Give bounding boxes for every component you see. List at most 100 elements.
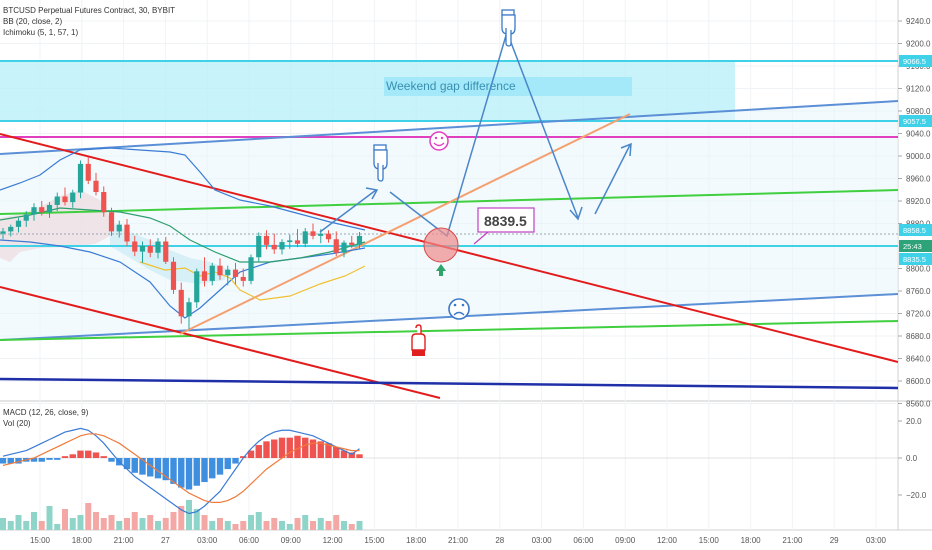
volume-bar xyxy=(178,506,185,530)
candle-body xyxy=(325,233,332,240)
volume-bar xyxy=(62,509,68,530)
time-tick-label: 15:00 xyxy=(30,536,51,545)
volume-bar xyxy=(38,521,45,530)
candle-body xyxy=(256,235,262,258)
volume-bar xyxy=(232,524,239,530)
time-tick-label: 03:00 xyxy=(866,536,887,545)
price-tag-label: 25:43 xyxy=(903,242,922,251)
time-axis[interactable]: 15:00 18:00 21:00 27 03:00 06:00 09:00 12:00 15:… xyxy=(30,536,887,545)
volume-bar xyxy=(108,515,115,530)
candle-body xyxy=(70,192,76,203)
candle-body xyxy=(85,163,91,181)
macd-hist-bar xyxy=(271,439,278,458)
bb-legend[interactable]: BB (20, close, 2) xyxy=(3,17,62,26)
time-tick-label: 03:00 xyxy=(532,536,553,545)
price-tick-label: 8560.0 xyxy=(906,400,931,409)
volume-series xyxy=(0,500,363,530)
trendline-blue-lower xyxy=(0,293,898,341)
macd-hist-bar xyxy=(154,458,162,479)
time-tick-label: 12:00 xyxy=(657,536,678,545)
price-callout-box xyxy=(477,207,535,233)
hand-pointer-down-top-icon xyxy=(501,9,516,47)
macd-hist-bar xyxy=(185,458,193,490)
macd-hist-bar xyxy=(108,458,115,462)
macd-tick-label: −20.0 xyxy=(906,491,927,500)
macd-hist-bar xyxy=(100,456,107,458)
price-axis[interactable]: 9240.09200.09160.09120.09080.09040.09000… xyxy=(898,17,931,409)
macd-hist-bar xyxy=(46,458,53,460)
macd-hist-bar xyxy=(209,458,216,479)
candle-body xyxy=(77,163,84,193)
price-tick-label: 9080.0 xyxy=(906,107,931,116)
macd-hist-bar xyxy=(216,458,224,475)
macd-hist-bar xyxy=(69,454,76,458)
volume-bar xyxy=(310,521,316,530)
ichimoku-legend[interactable]: Ichimoku (5, 1, 57, 1) xyxy=(3,28,78,37)
macd-signal-line xyxy=(2,433,360,503)
price-tick-label: 8720.0 xyxy=(906,310,931,319)
price-tick-label: 8920.0 xyxy=(906,197,931,206)
price-callout-pointer xyxy=(473,231,489,245)
time-tick-label: 21:00 xyxy=(448,536,469,545)
macd-hist-bar xyxy=(15,458,22,464)
macd-hist-bar xyxy=(286,437,293,458)
sad-face-icon xyxy=(448,298,470,320)
volume-bar xyxy=(124,518,130,530)
volume-bar xyxy=(224,521,231,530)
candle-body xyxy=(201,271,208,281)
macd-hist-bar xyxy=(193,458,200,486)
candle-body xyxy=(46,204,53,213)
macd-hist-bar xyxy=(317,441,324,458)
price-tick-label: 8640.0 xyxy=(906,355,931,364)
volume-bar xyxy=(217,518,223,530)
macd-hist-bar xyxy=(30,458,38,462)
candle-body xyxy=(54,196,60,205)
volume-legend[interactable]: Vol (20) xyxy=(3,419,31,428)
macd-histogram xyxy=(0,435,363,490)
volume-bar xyxy=(317,518,324,530)
price-tick-label: 9120.0 xyxy=(906,85,931,94)
symbol-legend[interactable]: BTCUSD Perpetual Futures Contract, 30, B… xyxy=(3,6,175,15)
volume-bar xyxy=(54,524,61,530)
candle-body xyxy=(294,240,301,244)
time-tick-label: 06:00 xyxy=(573,536,594,545)
trendline-navy xyxy=(0,377,898,390)
candle-body xyxy=(333,239,339,253)
volume-bar xyxy=(116,521,123,530)
candle-body xyxy=(310,231,316,236)
price-tag-label: 9066.5 xyxy=(903,57,926,66)
time-tick-label: 21:00 xyxy=(114,536,135,545)
time-tick-label: 09:00 xyxy=(615,536,636,545)
volume-bar xyxy=(286,524,293,530)
macd-hist-bar xyxy=(201,458,208,483)
candlestick-series xyxy=(0,157,363,330)
happy-face-icon xyxy=(429,131,449,151)
volume-bar xyxy=(348,524,355,530)
trendline-blue-upper xyxy=(0,100,898,155)
macd-hist-bar xyxy=(340,450,348,458)
volume-bar xyxy=(201,515,208,530)
volume-bar xyxy=(271,518,278,530)
candle-body xyxy=(8,226,14,232)
volume-bar xyxy=(100,518,107,530)
volume-bar xyxy=(279,521,285,530)
time-tick-label: 15:00 xyxy=(364,536,385,545)
volume-bar xyxy=(193,509,200,530)
macd-legend[interactable]: MACD (12, 26, close, 9) xyxy=(3,408,89,417)
projection-arrow-path xyxy=(319,29,631,238)
candle-body xyxy=(132,241,138,252)
macd-hist-bar xyxy=(54,458,61,460)
candle-body xyxy=(170,261,177,290)
volume-bar xyxy=(186,500,192,530)
time-tick-label: 18:00 xyxy=(72,536,93,545)
macd-hist-bar xyxy=(170,458,177,484)
price-tag-box xyxy=(899,240,932,252)
hand-pointer-down-icon xyxy=(373,144,388,182)
projection-arrowhead-1 xyxy=(365,187,379,200)
time-tick-label: 15:00 xyxy=(699,536,720,545)
volume-bar xyxy=(23,521,30,530)
macd-hist-bar xyxy=(92,452,100,458)
volume-bar xyxy=(333,515,340,530)
candle-body xyxy=(62,196,68,203)
